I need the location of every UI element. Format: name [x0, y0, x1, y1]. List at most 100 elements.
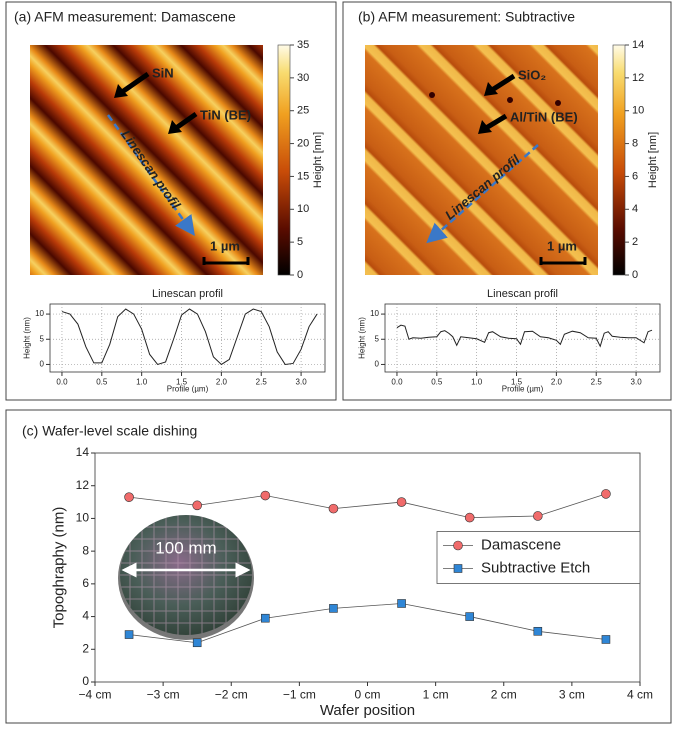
y-tick-label: 5 [375, 334, 380, 343]
y-tick-label: 12 [76, 478, 90, 492]
arrow-head [168, 120, 182, 134]
x-tick-label: 2.5 [591, 378, 603, 387]
y-tick-label: 4 [82, 609, 89, 623]
arrow [174, 111, 198, 131]
colorbar [277, 44, 291, 276]
colorbar-tick-label: 14 [632, 39, 644, 51]
marker [465, 612, 474, 621]
x-tick-label: 1.0 [471, 378, 483, 387]
colorbar-label: Height [nm] [312, 132, 324, 188]
inset-label: 100 mm [155, 538, 216, 557]
x-tick-label: 1 cm [423, 688, 449, 702]
line [396, 324, 653, 348]
x-tick-label: 3 cm [559, 688, 585, 702]
colorbar-tick-label: 15 [297, 170, 309, 182]
marker [533, 511, 543, 521]
y-tick-label: 8 [82, 543, 89, 557]
marker [192, 500, 202, 511]
y-axis-label: Height (nm) [23, 317, 32, 359]
marker [261, 613, 270, 623]
annotation: 1 µm [547, 238, 577, 253]
legend-label: Subtractive Etch [481, 559, 590, 576]
panel-title: (a) AFM measurement: Damascene [14, 9, 236, 25]
marker [601, 489, 611, 499]
marker [329, 604, 338, 613]
defect [555, 100, 561, 106]
y-tick-label: 0 [82, 674, 89, 688]
marker [464, 512, 475, 523]
colorbar-tick-label: 4 [632, 203, 638, 215]
legend-marker [453, 540, 463, 551]
x-tick-label: 2.0 [551, 378, 563, 387]
colorbar-label: Height [nm] [647, 132, 659, 188]
y-tick-label: 10 [76, 511, 90, 525]
colorbar-tick-label: 20 [297, 137, 309, 149]
x-tick-label: 2.0 [216, 378, 228, 387]
arrow-head [114, 84, 128, 98]
chart-title: Linescan profil [152, 288, 223, 300]
colorbar [612, 44, 626, 276]
colorbar-tick-label: 6 [632, 170, 638, 182]
panel-frame [5, 1, 337, 401]
arrow-head [478, 120, 492, 134]
x-axis-label: Wafer position [320, 702, 415, 719]
marker [396, 497, 407, 507]
colorbar-tick-label: 8 [632, 137, 638, 149]
line [61, 308, 318, 366]
x-tick-label: 0.5 [96, 378, 108, 387]
annotation: TiN (BE) [200, 107, 251, 122]
wafer-photo: 100 mm [118, 515, 254, 640]
arrow [490, 73, 516, 93]
marker [601, 635, 611, 644]
arrow [120, 71, 150, 95]
x-tick-label: 0.0 [56, 378, 68, 387]
legend-label: Damascene [481, 536, 561, 553]
marker [124, 630, 134, 639]
marker [397, 599, 406, 608]
colorbar-tick-label: 0 [632, 269, 638, 281]
panel-frame [342, 1, 672, 401]
defect [507, 97, 513, 103]
x-tick-label: 0.0 [391, 378, 403, 387]
colorbar-tick-label: 2 [632, 236, 638, 248]
colorbar-tick-label: 25 [297, 105, 309, 117]
plot-frame [49, 303, 326, 373]
afm-image [30, 45, 263, 275]
annotation: 1 µm [210, 238, 240, 253]
x-tick-label: 1.5 [176, 378, 188, 387]
arrow [484, 113, 508, 131]
legend [436, 531, 641, 584]
x-axis-label: Profile (µm) [167, 385, 209, 394]
panel-frame [5, 409, 672, 724]
x-tick-label: 0 cm [354, 688, 380, 702]
y-tick-label: 5 [40, 334, 45, 343]
y-tick-label: 10 [370, 309, 379, 318]
x-tick-label: 4 cm [627, 688, 653, 702]
marker [260, 490, 271, 501]
y-tick-label: 0 [40, 360, 45, 369]
panel-title: (b) AFM measurement: Subtractive [358, 9, 575, 25]
scale-bar [539, 257, 587, 265]
colorbar-tick-label: 5 [297, 236, 303, 248]
x-tick-label: 3.0 [296, 378, 308, 387]
x-tick-label: 0.5 [431, 378, 443, 387]
marker [533, 626, 543, 636]
plot-frame [384, 303, 661, 373]
chart-title: (c) Wafer-level scale dishing [22, 423, 197, 439]
line [129, 493, 607, 519]
marker [192, 638, 202, 648]
afm-image [365, 45, 598, 275]
y-tick-label: 2 [82, 641, 89, 655]
colorbar-tick-label: 10 [297, 203, 309, 215]
x-tick-label: −4 cm [78, 688, 111, 702]
y-tick-label: 10 [35, 309, 44, 318]
annotation: SiO₂ [518, 67, 546, 82]
y-axis-label: Height (nm) [358, 317, 367, 359]
marker [328, 503, 339, 514]
x-tick-label: 2.5 [256, 378, 268, 387]
colorbar-tick-label: 35 [297, 39, 309, 51]
marker [124, 492, 134, 502]
linescan-arrow [106, 114, 195, 237]
